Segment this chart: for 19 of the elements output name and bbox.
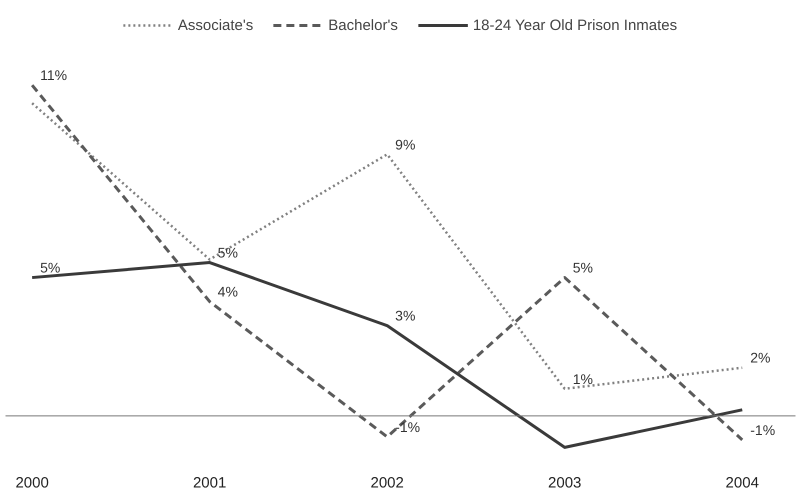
legend-label: Bachelor's: [328, 16, 398, 34]
data-label: 3%: [395, 308, 416, 324]
x-tick-label: 2000: [15, 474, 49, 492]
data-label: 9%: [395, 136, 416, 152]
x-tick-label: 2003: [548, 474, 582, 492]
data-label: 5%: [572, 260, 593, 276]
data-label: 2%: [750, 350, 770, 366]
data-label: 5%: [40, 260, 60, 276]
x-tick-label: 2001: [192, 474, 226, 492]
x-tick-label: 2004: [726, 474, 759, 492]
data-label: 5%: [218, 244, 238, 261]
x-tick-label: 2002: [370, 474, 404, 492]
data-label: -1%: [395, 418, 420, 435]
data-label: 4%: [218, 284, 238, 300]
legend-label: 18-24 Year Old Prison Inmates: [472, 16, 678, 34]
data-label: 1%: [572, 370, 593, 387]
data-label: 11%: [40, 67, 68, 84]
legend-label: Associate's: [178, 16, 254, 34]
data-label: -1%: [750, 422, 776, 438]
